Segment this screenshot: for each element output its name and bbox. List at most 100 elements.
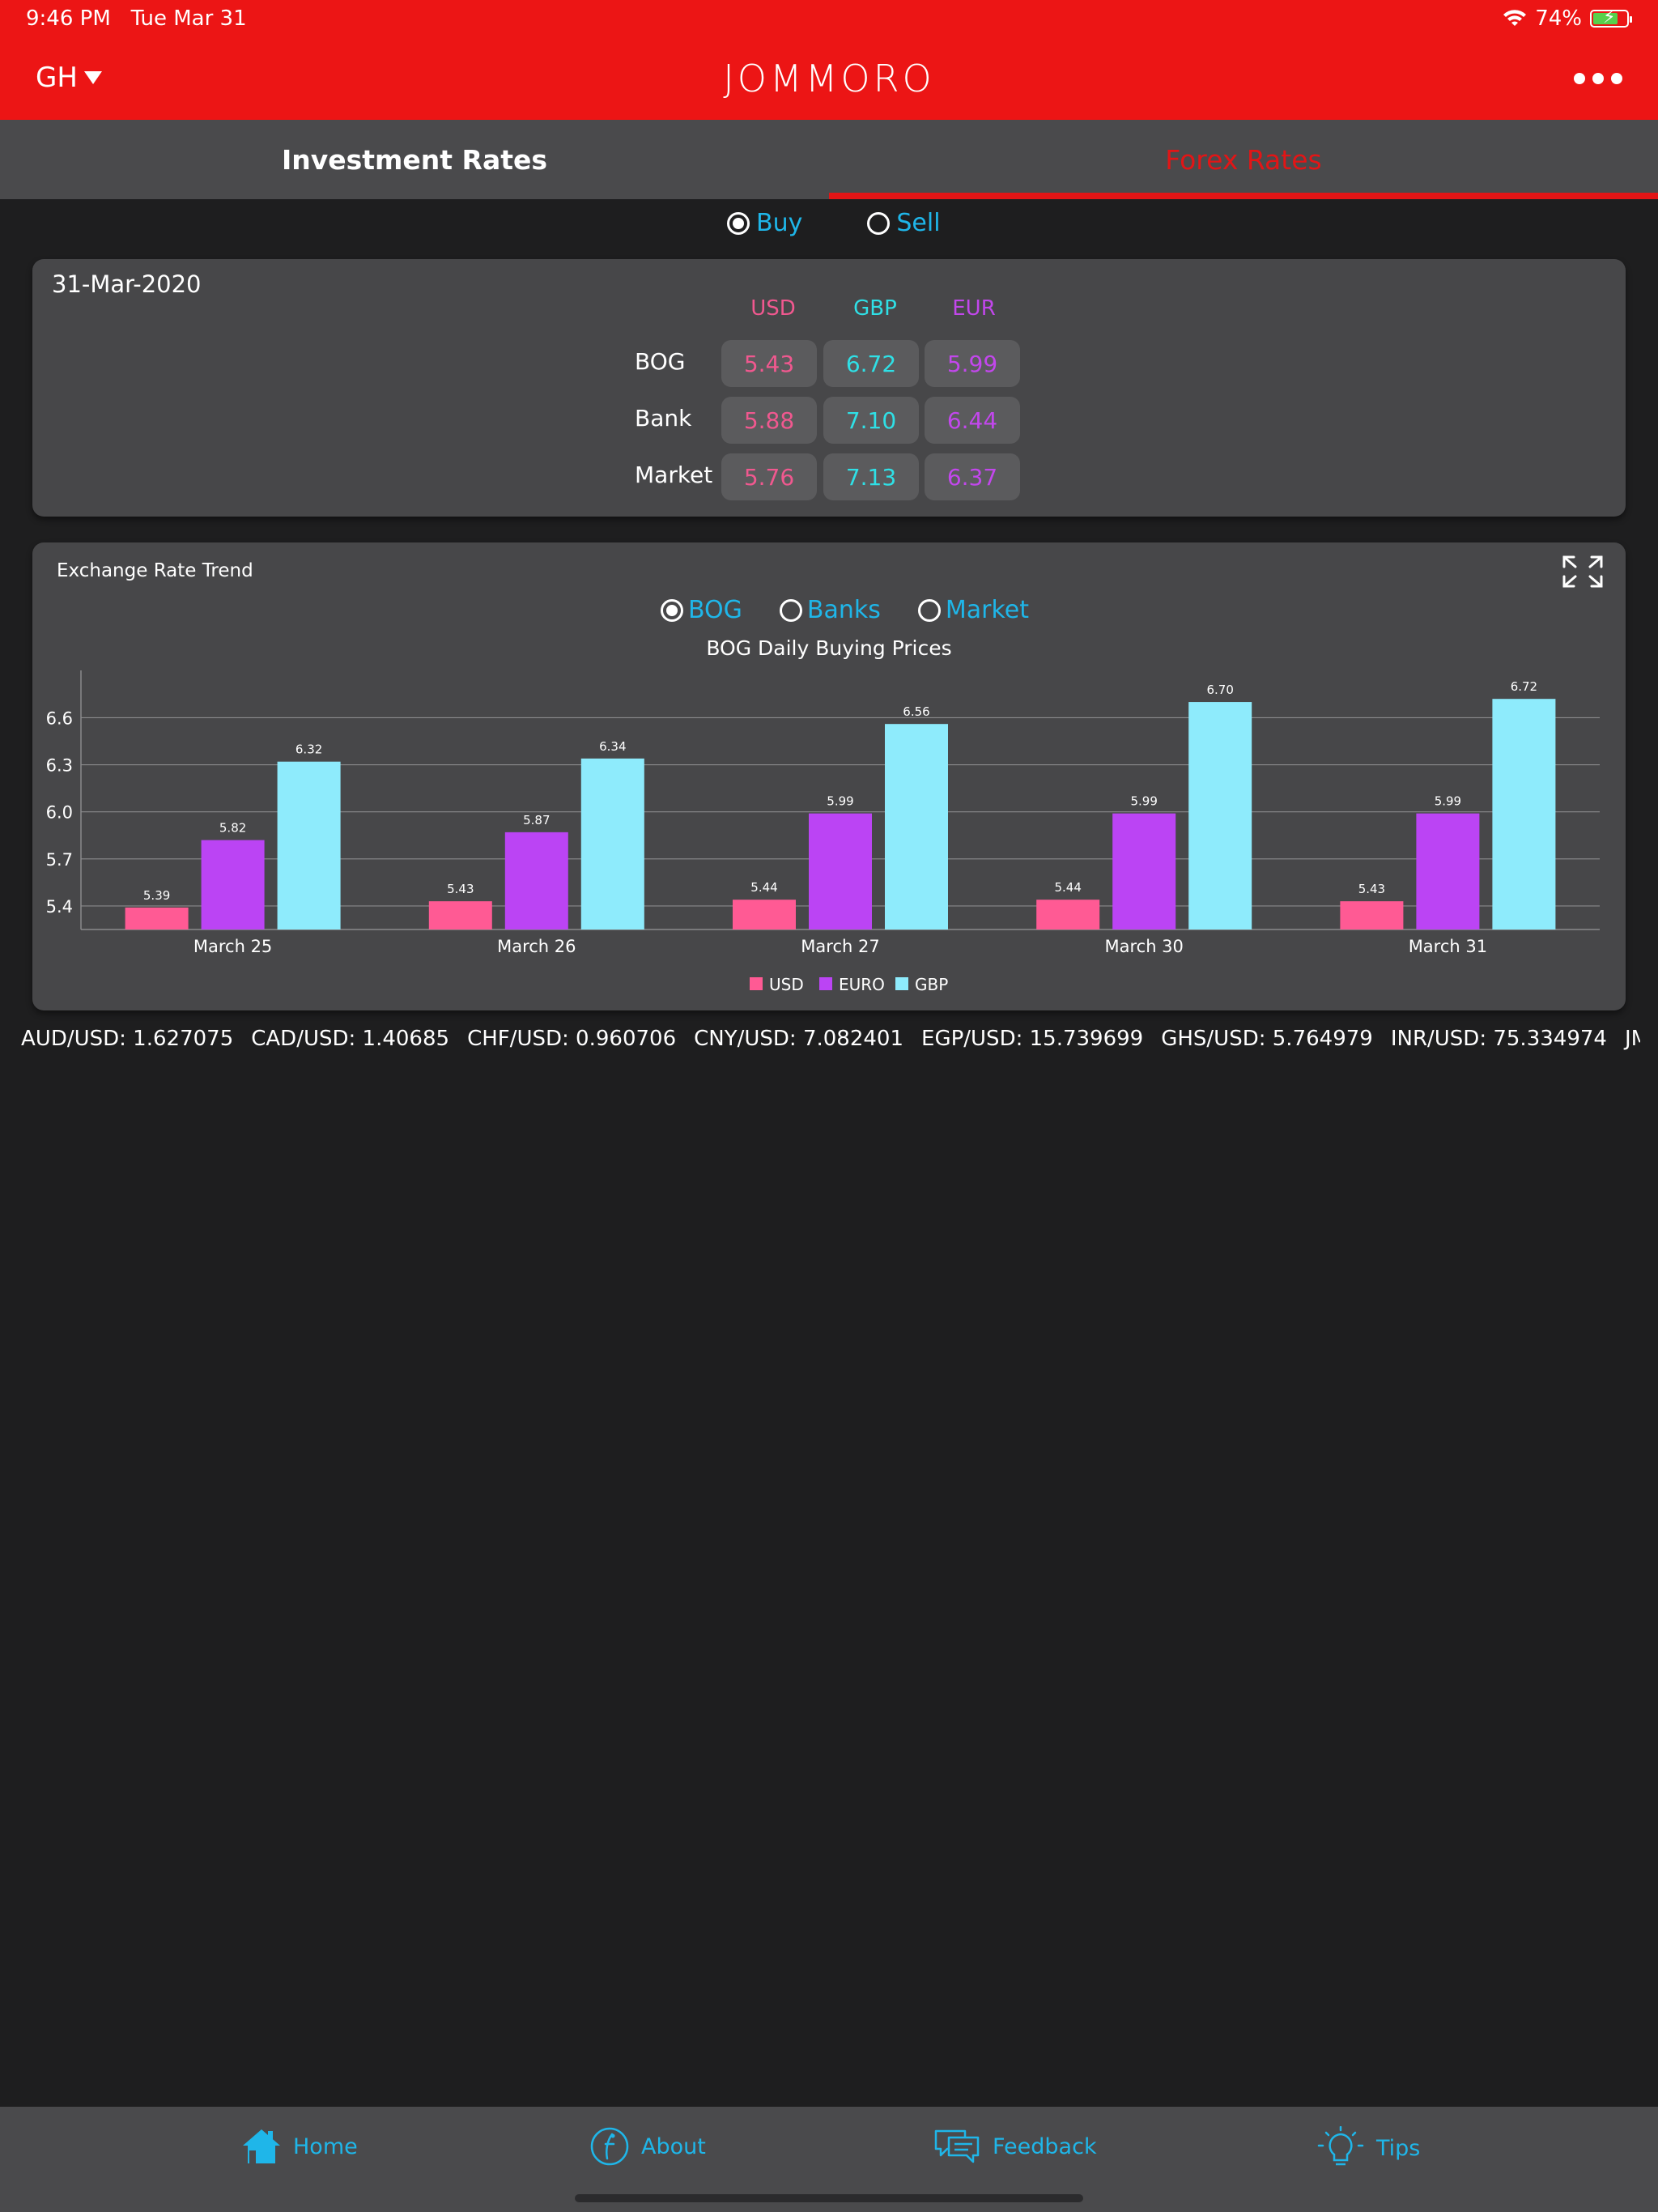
x-tick-label: March 26 [497, 937, 576, 956]
buy-option[interactable]: Buy [727, 209, 802, 237]
battery-icon: ⚡ [1590, 7, 1632, 28]
radio-selected-icon [661, 598, 683, 622]
ticker-item: CHF/USD: 0.960706 [467, 1027, 677, 1051]
rate-tabs: Investment Rates Forex Rates [0, 120, 1658, 199]
bar-gbp [277, 761, 341, 929]
source-label: Banks [806, 596, 881, 624]
data-label: 5.39 [143, 888, 170, 903]
trend-title: Exchange Rate Trend [57, 560, 253, 581]
nav-home[interactable]: Home [241, 2126, 358, 2167]
data-label: 6.56 [903, 704, 929, 719]
currency-ticker: AUD/USD: 1.627075 CAD/USD: 1.40685 CHF/USD… [21, 1027, 1640, 1051]
bar-euro [504, 832, 568, 929]
radio-unselected-icon [917, 598, 941, 622]
source-selector: BOG Banks Market [661, 596, 1066, 624]
bar-usd [1340, 901, 1404, 929]
legend-label: EURO [839, 975, 885, 994]
bar-chart: 5.4 5.7 6.0 6.3 6.6 5.39 5.82 6.32 March 25 5.43 5… [46, 670, 1600, 994]
nav-label: About [641, 2133, 706, 2159]
bar-gbp [885, 724, 948, 929]
y-tick-label: 6.6 [46, 708, 73, 728]
y-tick-label: 5.4 [46, 897, 73, 917]
radio-unselected-icon [867, 211, 891, 235]
ticker-item: EGP/USD: 15.739699 [921, 1027, 1144, 1051]
more-dot-icon [1592, 73, 1604, 84]
data-label: 5.43 [1358, 882, 1385, 896]
nav-tips[interactable]: Tips [1316, 2126, 1420, 2170]
ticker-item: JMD/U [1624, 1027, 1640, 1051]
tab-investment-rates[interactable]: Investment Rates [281, 143, 548, 176]
source-option-market[interactable]: Market [917, 596, 1030, 624]
sell-label: Sell [896, 209, 941, 237]
source-option-bog[interactable]: BOG [661, 596, 742, 624]
rates-date: 31-Mar-2020 [52, 270, 202, 298]
data-label: 6.32 [295, 742, 322, 757]
legend-swatch-euro [819, 977, 832, 990]
bar-usd [733, 900, 796, 929]
rate-cell: 5.43 [721, 340, 817, 387]
bar-usd [125, 907, 189, 929]
battery-level [1593, 13, 1618, 24]
home-indicator [575, 2194, 1083, 2202]
legend-swatch-gbp [895, 977, 908, 990]
sell-option[interactable]: Sell [867, 209, 941, 237]
bar-gbp [1188, 702, 1252, 929]
rate-cell: 6.72 [823, 340, 919, 387]
data-label: 6.70 [1206, 683, 1233, 697]
rate-cell: 7.13 [823, 453, 919, 500]
legend-label: USD [769, 975, 804, 994]
nav-about[interactable]: About [589, 2126, 706, 2167]
row-label-market: Market [635, 462, 713, 488]
bar-euro [809, 813, 872, 929]
buy-sell-toggle: Buy Sell [727, 209, 941, 237]
column-header-eur: EUR [952, 296, 996, 321]
source-label: Market [945, 596, 1030, 624]
nav-label: Tips [1376, 2135, 1421, 2161]
column-header-gbp: GBP [853, 296, 897, 321]
feedback-icon [934, 2129, 980, 2163]
tab-forex-rates[interactable]: Forex Rates [829, 120, 1658, 199]
more-dot-icon [1611, 73, 1622, 84]
bar-gbp [1492, 699, 1556, 929]
chart-title: BOG Daily Buying Prices [706, 636, 952, 660]
rate-cell: 6.44 [925, 397, 1020, 444]
data-label: 5.87 [523, 813, 550, 827]
app-header: 9:46 PM Tue Mar 31 74% ⚡ GH JOMMORO [0, 0, 1658, 120]
country-code: GH [36, 62, 78, 94]
more-options-button[interactable] [1574, 73, 1622, 84]
source-label: BOG [688, 596, 742, 624]
rate-cell: 6.37 [925, 453, 1020, 500]
legend-swatch-usd [750, 977, 763, 990]
expand-icon[interactable] [1561, 554, 1605, 589]
radio-unselected-icon [779, 598, 802, 622]
row-label-bog: BOG [635, 348, 686, 375]
data-label: 5.82 [219, 821, 246, 836]
battery-percent: 74% [1535, 6, 1582, 31]
rate-cell: 5.99 [925, 340, 1020, 387]
more-dot-icon [1574, 73, 1585, 84]
x-tick-label: March 30 [1104, 937, 1183, 956]
x-tick-label: March 31 [1409, 937, 1487, 956]
data-label: 5.99 [1435, 794, 1461, 809]
data-label: 5.99 [1130, 794, 1157, 809]
caret-down-icon [83, 71, 102, 84]
bar-gbp [580, 758, 644, 929]
ticker-item: AUD/USD: 1.627075 [21, 1027, 234, 1051]
about-icon [590, 2127, 629, 2166]
data-label: 5.44 [1054, 880, 1081, 895]
bar-euro [201, 840, 265, 929]
column-header-usd: USD [750, 296, 796, 321]
source-option-banks[interactable]: Banks [779, 596, 881, 624]
ticker-item: CAD/USD: 1.40685 [251, 1027, 450, 1051]
country-selector[interactable]: GH [36, 62, 102, 94]
nav-label: Feedback [993, 2133, 1097, 2159]
nav-feedback[interactable]: Feedback [933, 2126, 1097, 2167]
charging-icon: ⚡ [1603, 7, 1616, 28]
row-label-bank: Bank [635, 405, 692, 432]
data-label: 5.44 [750, 880, 777, 895]
rate-cell: 7.10 [823, 397, 919, 444]
radio-selected-icon [727, 211, 750, 235]
data-label: 6.72 [1511, 679, 1537, 694]
ticker-item: GHS/USD: 5.764979 [1161, 1027, 1373, 1051]
home-icon [243, 2129, 280, 2163]
